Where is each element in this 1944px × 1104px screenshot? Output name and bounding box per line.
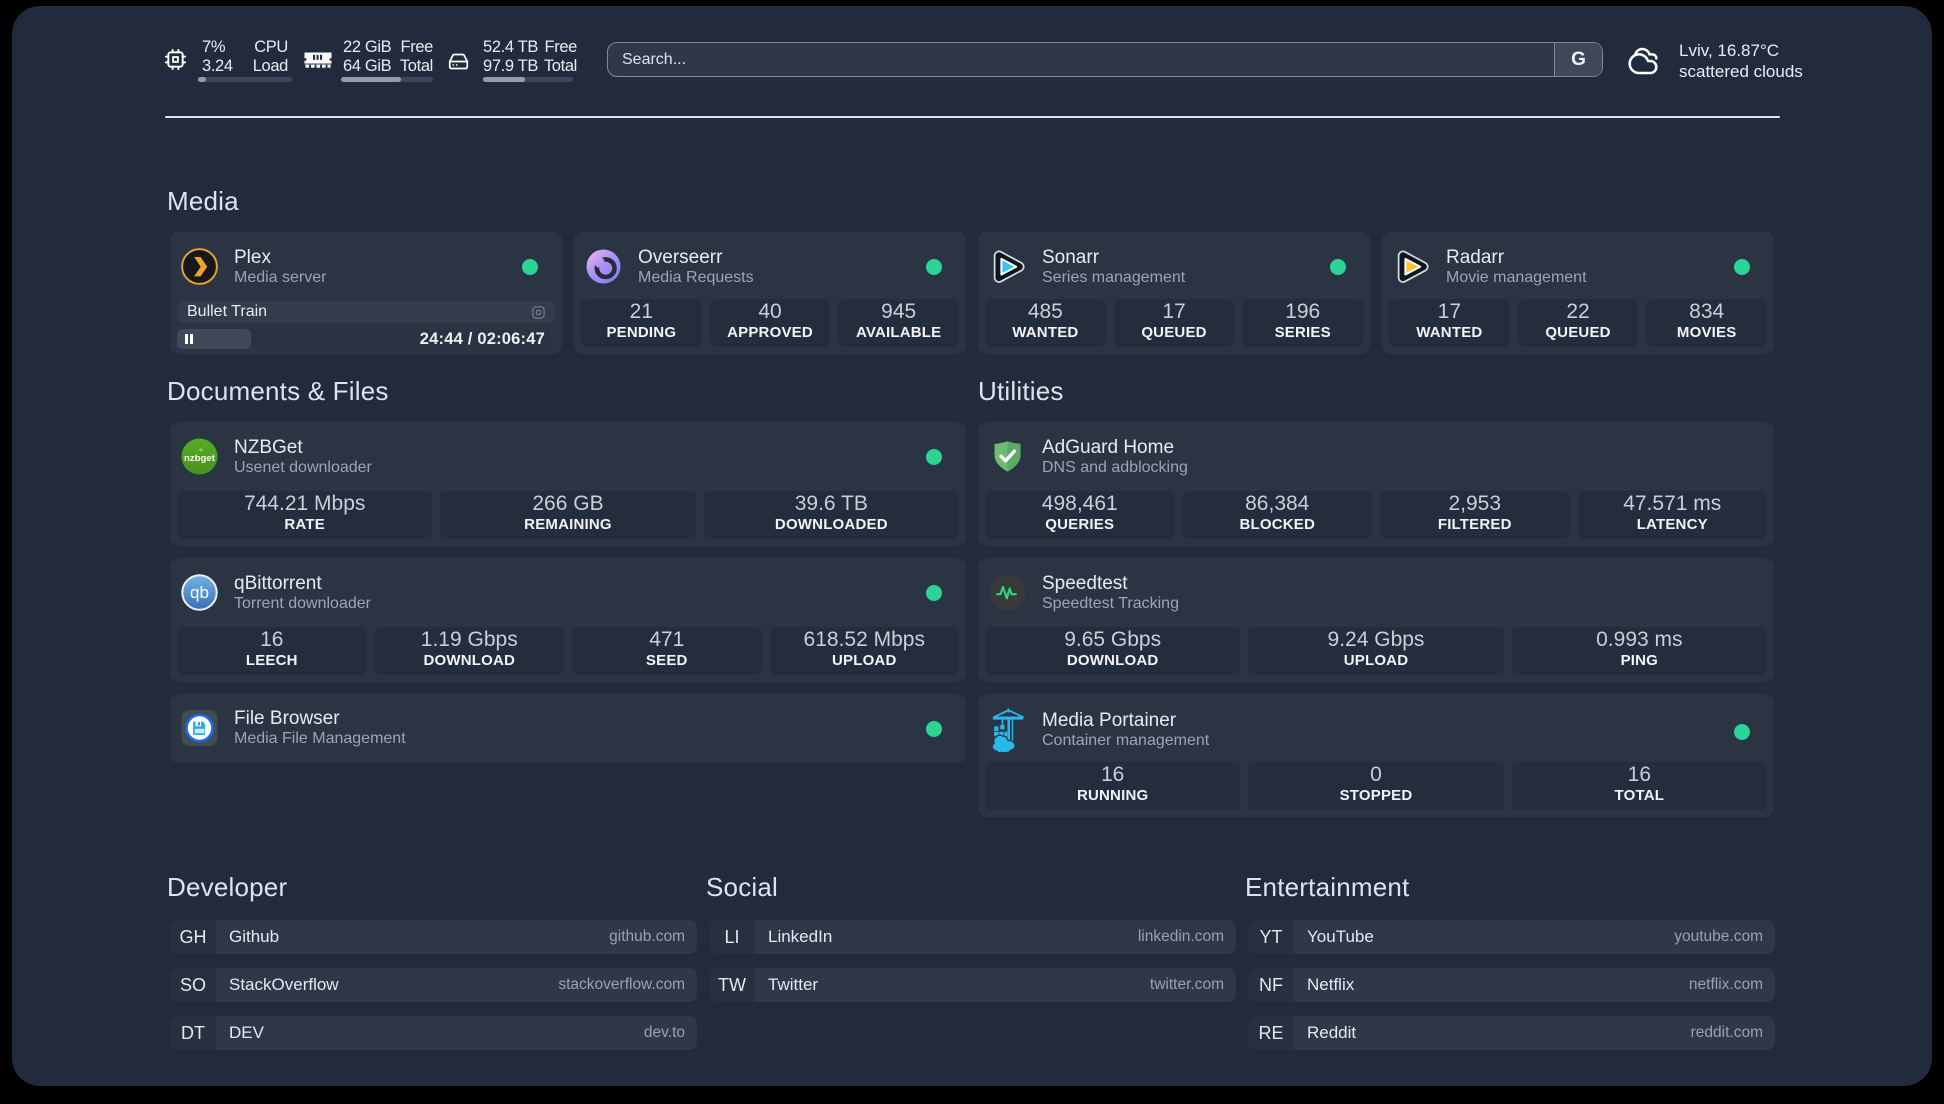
svg-text:nzbget: nzbget — [184, 453, 216, 464]
svg-text:qb: qb — [190, 583, 209, 602]
